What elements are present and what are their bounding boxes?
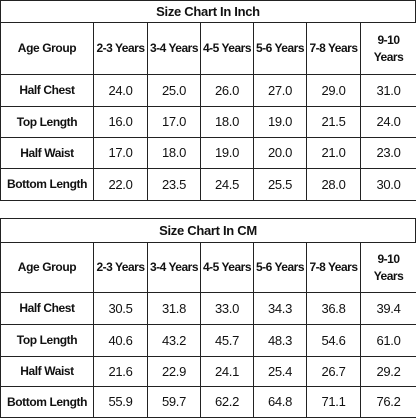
- size-value: 19.0: [253, 106, 307, 138]
- size-value: 24.5: [200, 168, 254, 201]
- column-header: 4-5 Years: [200, 242, 254, 293]
- size-value: 71.1: [306, 386, 361, 418]
- column-header: 3-4 Years: [147, 22, 201, 75]
- size-value: 17.0: [147, 106, 201, 138]
- size-value: 24.0: [93, 74, 148, 107]
- size-value: 36.8: [306, 292, 361, 325]
- size-value: 26.0: [200, 74, 254, 107]
- size-value: 16.0: [93, 106, 148, 138]
- row-label: Bottom Length: [0, 386, 94, 418]
- column-header: Age Group: [0, 22, 94, 75]
- size-value: 22.9: [147, 356, 201, 387]
- row-label: Half Chest: [0, 74, 94, 107]
- size-value: 34.3: [253, 292, 307, 325]
- size-value: 30.0: [360, 168, 416, 201]
- size-value: 45.7: [200, 324, 254, 357]
- row-label: Top Length: [0, 106, 94, 138]
- size-value: 19.0: [200, 137, 254, 169]
- size-value: 76.2: [360, 386, 416, 418]
- size-value: 25.5: [253, 168, 307, 201]
- size-value: 54.6: [306, 324, 361, 357]
- size-value: 27.0: [253, 74, 307, 107]
- size-value: 23.0: [360, 137, 416, 169]
- row-label: Half Waist: [0, 137, 94, 169]
- column-header: 5-6 Years: [253, 242, 307, 293]
- size-value: 43.2: [147, 324, 201, 357]
- size-value: 17.0: [93, 137, 148, 169]
- size-value: 29.2: [360, 356, 416, 387]
- column-header: Age Group: [0, 242, 94, 293]
- column-header: 9-10 Years: [360, 242, 416, 293]
- size-value: 62.2: [200, 386, 254, 418]
- column-header: 5-6 Years: [253, 22, 307, 75]
- size-value: 30.5: [93, 292, 148, 325]
- column-header: 7-8 Years: [306, 22, 361, 75]
- size-value: 31.0: [360, 74, 416, 107]
- row-label: Bottom Length: [0, 168, 94, 201]
- size-value: 39.4: [360, 292, 416, 325]
- size-value: 40.6: [93, 324, 148, 357]
- size-value: 64.8: [253, 386, 307, 418]
- column-header: 9-10 Years: [360, 22, 416, 75]
- size-value: 24.0: [360, 106, 416, 138]
- size-value: 31.8: [147, 292, 201, 325]
- size-value: 21.6: [93, 356, 148, 387]
- size-value: 23.5: [147, 168, 201, 201]
- size-value: 61.0: [360, 324, 416, 357]
- size-value: 21.5: [306, 106, 361, 138]
- column-header: 2-3 Years: [93, 22, 148, 75]
- row-label: Top Length: [0, 324, 94, 357]
- size-value: 48.3: [253, 324, 307, 357]
- size-value: 18.0: [147, 137, 201, 169]
- column-header: 7-8 Years: [306, 242, 361, 293]
- size-value: 18.0: [200, 106, 254, 138]
- size-value: 29.0: [306, 74, 361, 107]
- size-value: 21.0: [306, 137, 361, 169]
- size-value: 28.0: [306, 168, 361, 201]
- row-label: Half Chest: [0, 292, 94, 325]
- row-label: Half Waist: [0, 356, 94, 387]
- table-title: Size Chart In Inch: [0, 0, 416, 23]
- size-value: 25.4: [253, 356, 307, 387]
- column-header: 4-5 Years: [200, 22, 254, 75]
- size-value: 24.1: [200, 356, 254, 387]
- column-header: 3-4 Years: [147, 242, 201, 293]
- size-value: 25.0: [147, 74, 201, 107]
- size-value: 22.0: [93, 168, 148, 201]
- size-value: 26.7: [306, 356, 361, 387]
- size-value: 55.9: [93, 386, 148, 418]
- size-value: 20.0: [253, 137, 307, 169]
- table-title: Size Chart In CM: [0, 218, 416, 243]
- column-header: 2-3 Years: [93, 242, 148, 293]
- size-value: 59.7: [147, 386, 201, 418]
- size-value: 33.0: [200, 292, 254, 325]
